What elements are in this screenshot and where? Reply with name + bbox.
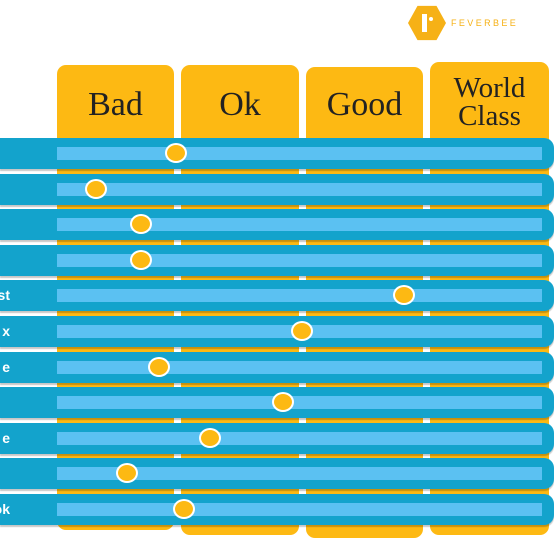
rating-marker: [173, 499, 196, 519]
rating-marker: [198, 428, 221, 448]
row-label: e: [2, 359, 10, 375]
row-track: [57, 218, 542, 231]
row-label: st: [0, 287, 10, 303]
column-label: World Class: [453, 72, 526, 132]
row-track: [57, 183, 542, 196]
row-track: [57, 147, 542, 160]
row-band: [0, 245, 554, 276]
rating-marker: [116, 463, 139, 483]
row-label: e: [2, 430, 10, 446]
row-label: x: [2, 323, 10, 339]
row-track: [57, 254, 542, 267]
row-band: ok: [0, 494, 554, 525]
rating-marker: [147, 357, 170, 377]
column-label: Good: [326, 86, 403, 123]
row-band: [0, 209, 554, 240]
row-band: e: [0, 352, 554, 383]
feverbee-logo: FEVERBEE: [408, 4, 518, 42]
row-track: [57, 396, 542, 409]
row-band: st: [0, 280, 554, 311]
row-band: e: [0, 423, 554, 454]
row-track: [57, 467, 542, 480]
rating-marker: [129, 250, 152, 270]
column-label: Ok: [219, 86, 261, 123]
row-band: [0, 138, 554, 169]
row-track: [57, 503, 542, 516]
row-band: [0, 387, 554, 418]
row-band: [0, 174, 554, 205]
row-label: ok: [0, 501, 10, 517]
rating-marker: [164, 143, 187, 163]
rating-marker: [290, 321, 313, 341]
row-track: [57, 361, 542, 374]
brand-name: FEVERBEE: [451, 18, 519, 28]
rating-marker: [84, 179, 107, 199]
row-band: x: [0, 316, 554, 347]
rating-marker: [271, 392, 294, 412]
row-track: [57, 432, 542, 445]
column-label: Bad: [88, 86, 143, 123]
rating-marker: [392, 285, 415, 305]
rating-marker: [129, 214, 152, 234]
row-band: [0, 458, 554, 489]
feverbee-hexagon-icon: [408, 5, 446, 41]
row-track: [57, 289, 542, 302]
